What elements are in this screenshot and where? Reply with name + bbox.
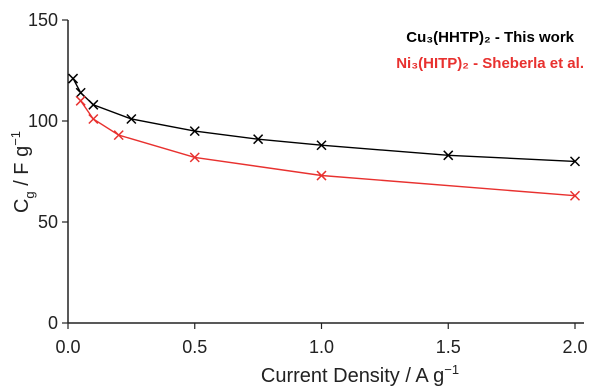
y-axis-title: Cg / F g−1 — [8, 131, 37, 213]
data-point-marker — [75, 95, 86, 106]
x-tick-label: 2.0 — [562, 337, 587, 357]
series-layer — [68, 73, 581, 201]
x-tick-label: 1.5 — [436, 337, 461, 357]
x-axis-title: Current Density / A g−1 — [261, 362, 459, 387]
series-line-0 — [72, 78, 576, 163]
data-point-marker — [88, 99, 99, 110]
data-point-marker — [569, 156, 581, 167]
data-point-marker — [316, 170, 327, 181]
legend-entry-ni3hitp2: Ni₃(HITP)₂ - Sheberla et al. — [396, 55, 584, 72]
x-axis: 0.0 0.5 1.0 1.5 2.0 Current Density / A g−1 — [55, 322, 588, 387]
data-point-marker — [126, 113, 137, 125]
x-tick-label: 0.0 — [55, 337, 80, 357]
x-ticks: 0.0 0.5 1.0 1.5 2.0 — [55, 323, 588, 357]
y-tick-label: 0 — [48, 313, 58, 333]
y-tick-label: 100 — [28, 111, 58, 131]
data-point-marker — [113, 130, 124, 141]
y-tick-label: 150 — [28, 10, 58, 30]
data-point-marker — [189, 126, 200, 137]
x-tick-label: 1.0 — [309, 337, 334, 357]
data-point-marker — [316, 140, 327, 151]
legend-entry-cu3hhtp2: Cu₃(HHTP)₂ - This work — [406, 29, 574, 46]
data-point-marker — [68, 73, 79, 84]
series-line-1 — [80, 100, 576, 197]
data-point-marker — [189, 152, 200, 163]
data-point-marker — [253, 134, 264, 145]
legend: Cu₃(HHTP)₂ - This work Ni₃(HITP)₂ - Sheb… — [396, 29, 584, 72]
y-ticks: 0 50 100 150 — [28, 10, 68, 333]
data-point-marker — [443, 150, 454, 161]
data-point-marker — [569, 190, 581, 201]
y-axis: 0 50 100 150 Cg / F g−1 — [8, 10, 69, 333]
data-point-marker — [75, 87, 86, 98]
data-point-marker — [88, 113, 99, 125]
x-tick-label: 0.5 — [182, 337, 207, 357]
y-tick-label: 50 — [38, 212, 58, 232]
